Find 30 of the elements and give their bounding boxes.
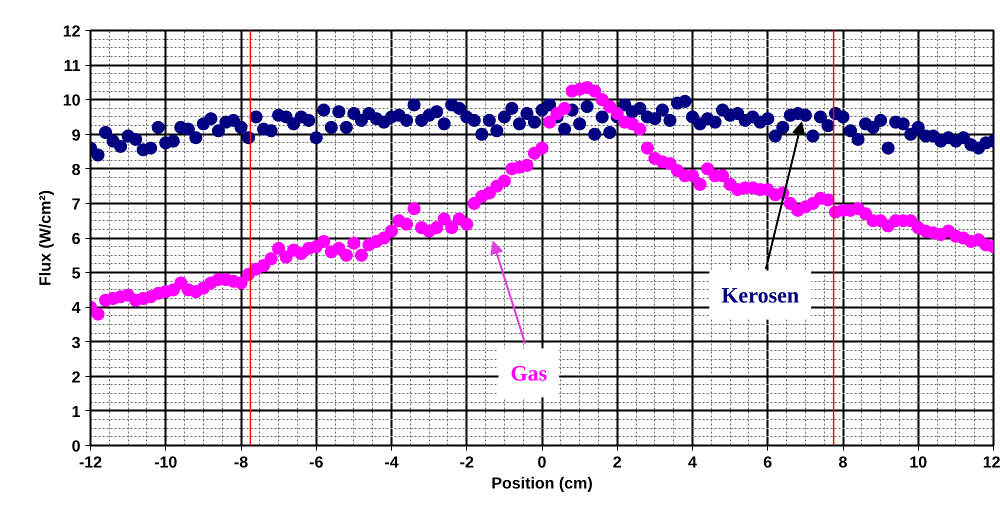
y-tick-label: 2 <box>72 369 81 386</box>
y-tick-label: 12 <box>62 24 81 40</box>
x-axis-title: Position (cm) <box>491 476 593 492</box>
x-tick-label: -2 <box>460 454 474 472</box>
y-tick-label: 0 <box>72 438 81 456</box>
text: Gas <box>510 360 548 386</box>
y-tick-label: 4 <box>72 300 81 318</box>
x-tick-label: -12 <box>78 454 102 472</box>
x-tick-label: 4 <box>688 454 698 472</box>
y-tick-label: 3 <box>72 334 81 352</box>
y-tick-label: 1 <box>72 404 81 421</box>
y-tick-label: 9 <box>72 127 81 144</box>
y-tick-label: 10 <box>62 92 81 110</box>
x-tick-label: -6 <box>309 454 324 472</box>
x-tick-label: -8 <box>234 454 248 472</box>
x-tick-label: 0 <box>538 454 547 472</box>
x-tick-label: 12 <box>982 454 1000 472</box>
y-tick-label: 6 <box>72 231 81 248</box>
x-tick-label: 6 <box>763 454 772 472</box>
x-tick-label: -4 <box>384 454 399 472</box>
y-tick-label: 7 <box>72 196 81 214</box>
y-tick-label: 5 <box>72 266 81 283</box>
x-tick-label: 10 <box>909 454 928 472</box>
y-tick-label: 8 <box>72 162 81 179</box>
x-tick-label: -10 <box>154 454 178 472</box>
text: Kerosen <box>721 282 800 308</box>
x-tick-label: 8 <box>838 454 848 472</box>
y-tick-label: 11 <box>64 58 81 76</box>
x-tick-label: 2 <box>612 454 622 472</box>
y-axis-title: Flux (W/cm²) <box>38 190 55 286</box>
